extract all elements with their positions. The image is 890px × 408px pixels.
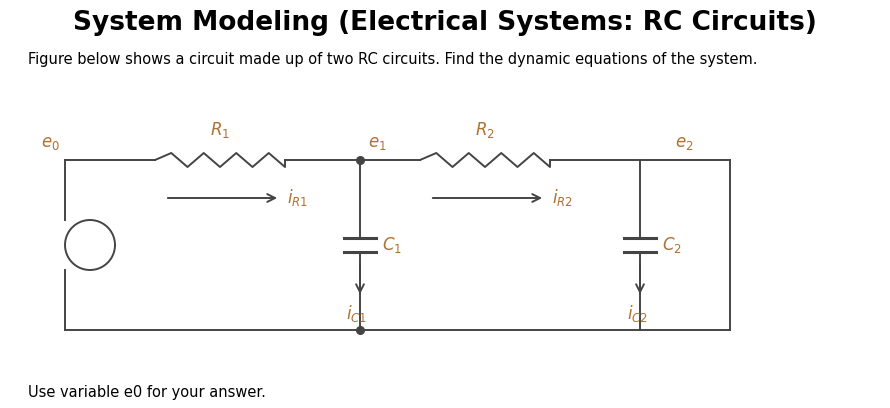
Text: $e_0$: $e_0$ [41,134,60,152]
Text: $i_{C2}$: $i_{C2}$ [627,303,648,324]
Text: $i_{R2}$: $i_{R2}$ [552,186,573,208]
Text: $e_2$: $e_2$ [675,134,693,152]
Text: $R_2$: $R_2$ [475,120,495,140]
Text: $e_1$: $e_1$ [368,134,386,152]
Text: $C_1$: $C_1$ [382,235,402,255]
Text: Figure below shows a circuit made up of two RC circuits. Find the dynamic equati: Figure below shows a circuit made up of … [28,52,757,67]
Text: $C_2$: $C_2$ [662,235,682,255]
Text: $i_{R1}$: $i_{R1}$ [287,186,308,208]
Text: $R_1$: $R_1$ [210,120,230,140]
Text: $i_{C1}$: $i_{C1}$ [346,303,368,324]
Text: System Modeling (Electrical Systems: RC Circuits): System Modeling (Electrical Systems: RC … [73,10,817,36]
Text: Use variable e0 for your answer.: Use variable e0 for your answer. [28,385,266,400]
